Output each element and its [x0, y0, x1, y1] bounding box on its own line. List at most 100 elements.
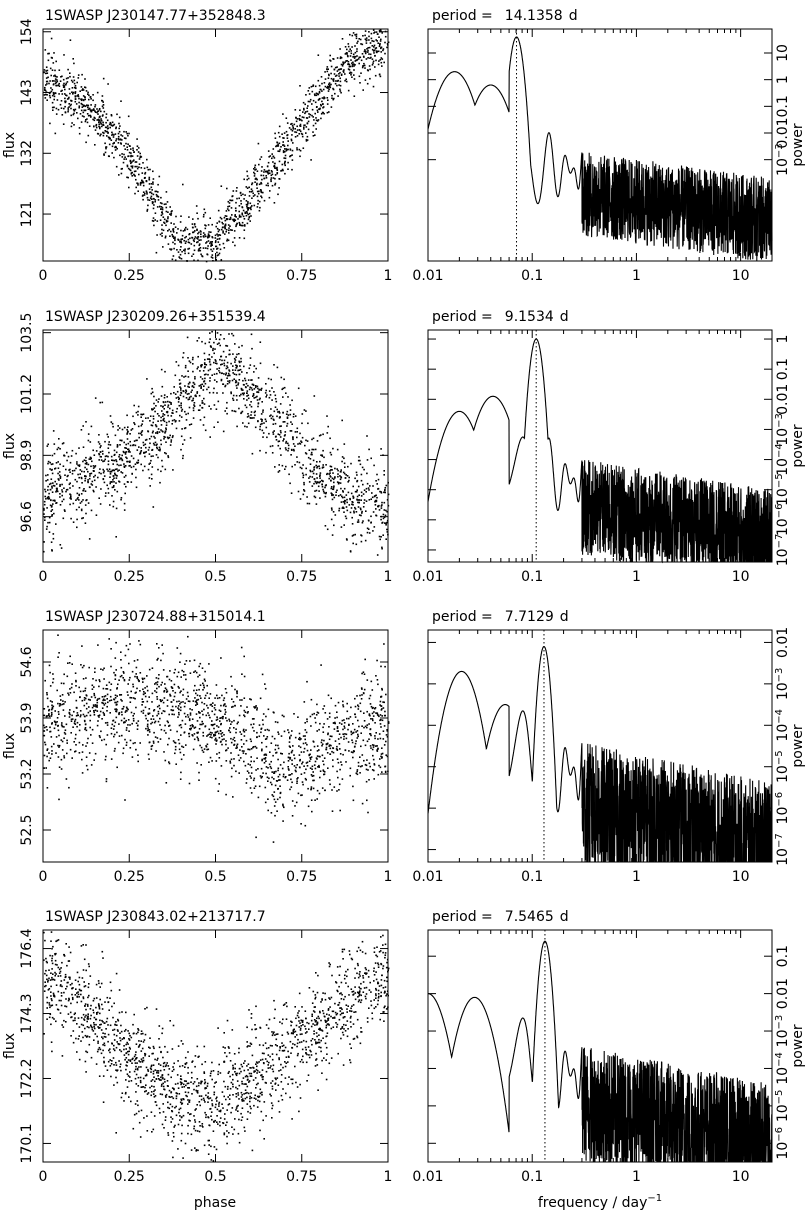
data-point	[375, 47, 378, 49]
data-point	[156, 413, 159, 415]
data-point	[99, 134, 101, 137]
data-point	[112, 459, 114, 462]
data-point	[116, 444, 119, 446]
data-point	[350, 52, 353, 55]
data-point	[274, 422, 277, 425]
data-point	[256, 178, 258, 181]
data-point	[179, 249, 182, 251]
data-point	[221, 743, 223, 746]
data-point	[264, 392, 267, 394]
data-point	[331, 97, 333, 99]
data-point	[106, 705, 108, 708]
data-point	[292, 438, 294, 441]
data-point	[101, 105, 104, 108]
data-point	[307, 422, 309, 425]
data-point	[50, 715, 53, 717]
data-point	[294, 464, 296, 466]
data-point	[154, 200, 156, 203]
data-point	[256, 731, 258, 734]
data-point	[246, 712, 249, 714]
data-point	[304, 444, 306, 447]
data-point	[127, 451, 130, 453]
data-point	[63, 737, 65, 739]
data-point	[226, 238, 229, 241]
data-point	[373, 52, 375, 54]
data-point	[155, 193, 158, 196]
data-point	[59, 496, 61, 498]
data-point	[276, 721, 279, 724]
data-point	[316, 467, 318, 469]
data-point	[115, 126, 117, 129]
data-point	[316, 461, 318, 463]
data-point	[231, 195, 234, 197]
data-point	[55, 113, 58, 115]
data-point	[233, 357, 236, 360]
data-point	[338, 73, 340, 75]
data-point	[151, 408, 153, 410]
data-point	[184, 723, 187, 725]
data-point	[246, 706, 248, 708]
data-point	[53, 485, 56, 487]
data-point	[187, 412, 189, 415]
data-point	[105, 743, 107, 746]
data-point	[329, 470, 331, 472]
data-point	[170, 403, 172, 405]
data-point	[180, 240, 182, 243]
data-point	[107, 470, 109, 472]
data-point	[102, 468, 104, 471]
data-point	[203, 748, 206, 750]
data-point	[254, 410, 256, 413]
data-point	[269, 751, 271, 753]
data-point	[291, 122, 293, 125]
data-point	[309, 113, 312, 116]
data-point	[305, 731, 308, 734]
data-point	[98, 471, 101, 474]
data-point	[214, 734, 217, 737]
data-point	[219, 720, 221, 722]
data-point	[158, 704, 160, 707]
data-point	[209, 436, 211, 438]
data-point	[299, 85, 301, 87]
data-point	[378, 73, 381, 76]
data-point	[188, 732, 191, 735]
data-point	[193, 223, 196, 226]
data-point	[129, 168, 131, 171]
data-point	[343, 472, 346, 475]
data-point	[99, 126, 101, 129]
data-point	[52, 705, 55, 708]
data-point	[216, 222, 218, 224]
data-point	[93, 694, 96, 697]
data-point	[54, 480, 56, 483]
data-point	[210, 242, 213, 245]
data-point	[351, 64, 354, 66]
data-point	[176, 647, 179, 649]
data-point	[381, 752, 384, 755]
data-point	[354, 716, 357, 718]
data-point	[143, 451, 145, 454]
data-point	[171, 436, 174, 439]
data-point	[55, 60, 57, 63]
data-point	[64, 111, 67, 114]
data-point	[45, 84, 47, 86]
data-point	[94, 129, 97, 131]
data-point	[109, 695, 112, 698]
data-point	[253, 171, 255, 174]
data-point	[132, 742, 135, 745]
data-point	[51, 550, 53, 552]
data-point	[66, 742, 68, 744]
data-point	[375, 39, 377, 41]
data-point	[143, 465, 146, 468]
data-point	[330, 65, 333, 68]
data-point	[126, 438, 129, 440]
data-point	[207, 386, 210, 389]
data-point	[348, 504, 351, 506]
data-point	[336, 745, 338, 748]
data-point	[170, 212, 173, 215]
data-point	[205, 242, 207, 244]
data-point	[276, 780, 279, 782]
data-point	[256, 187, 258, 189]
data-point	[180, 387, 182, 390]
data-point	[254, 396, 257, 399]
data-point	[69, 713, 71, 716]
data-point	[48, 492, 50, 495]
